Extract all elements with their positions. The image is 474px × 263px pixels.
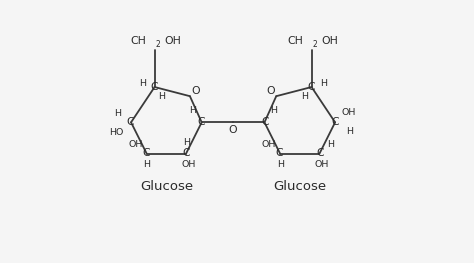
Text: H: H (158, 93, 165, 102)
Text: OH: OH (321, 36, 338, 46)
Text: Glucose: Glucose (273, 180, 327, 193)
Text: O: O (191, 87, 200, 97)
Text: Glucose: Glucose (140, 180, 193, 193)
Text: H: H (327, 140, 334, 149)
Text: C: C (197, 117, 205, 127)
Text: C: C (316, 148, 324, 158)
Text: CH: CH (130, 36, 146, 46)
Text: H: H (189, 106, 196, 115)
Text: HO: HO (109, 128, 123, 137)
Text: H: H (301, 93, 308, 102)
Text: OH: OH (128, 140, 143, 149)
Text: 2: 2 (313, 40, 318, 49)
Text: OH: OH (182, 160, 196, 169)
Text: H: H (277, 160, 283, 169)
Text: H: H (139, 79, 146, 88)
Text: OH: OH (315, 160, 329, 169)
Text: H: H (320, 79, 327, 88)
Text: H: H (143, 160, 150, 169)
Text: C: C (142, 148, 150, 158)
Text: C: C (182, 148, 190, 158)
Text: C: C (261, 117, 269, 127)
Text: C: C (332, 117, 339, 127)
Text: H: H (183, 138, 190, 147)
Text: O: O (229, 125, 237, 135)
Text: O: O (266, 87, 275, 97)
Text: H: H (114, 109, 121, 118)
Text: C: C (276, 148, 283, 158)
Text: 2: 2 (156, 40, 161, 49)
Text: C: C (127, 117, 134, 127)
Text: CH: CH (287, 36, 303, 46)
Text: C: C (151, 82, 158, 92)
Text: H: H (346, 127, 353, 136)
Text: OH: OH (262, 140, 276, 149)
Text: H: H (270, 106, 277, 115)
Text: C: C (308, 82, 315, 92)
Text: OH: OH (164, 36, 182, 46)
Text: OH: OH (342, 108, 356, 117)
